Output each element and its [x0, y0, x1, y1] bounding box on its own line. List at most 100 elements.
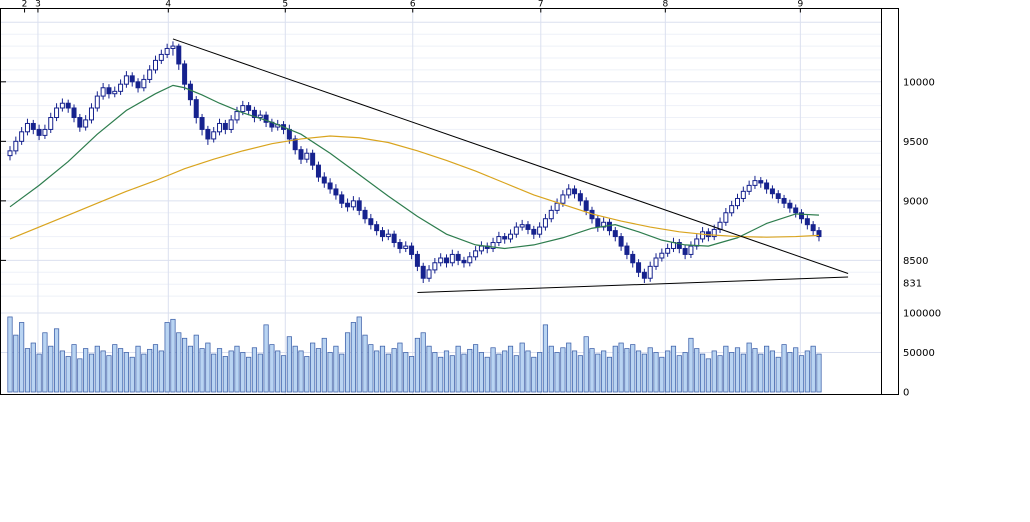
volume-bar [624, 348, 630, 393]
volume-bar [65, 356, 71, 393]
volume-bar [397, 342, 403, 393]
volume-bar [152, 344, 159, 393]
volume-bar [467, 348, 473, 393]
candle-up [257, 114, 263, 119]
candle-up [59, 102, 65, 109]
candle-down [420, 265, 426, 279]
candle-down [595, 218, 601, 228]
volume-bar [635, 350, 642, 393]
candle-up [659, 252, 665, 259]
candle-up [211, 131, 217, 140]
candle-up [350, 200, 356, 208]
volume-bar [688, 337, 694, 393]
candle-up [54, 107, 60, 119]
candle-up [554, 202, 560, 211]
volume-bar [24, 348, 31, 393]
moving-averages [9, 84, 820, 250]
candle-up [240, 105, 246, 113]
candle-down [187, 83, 193, 101]
candle-down [251, 109, 257, 119]
candle-down [368, 218, 374, 226]
candle-up [385, 233, 391, 238]
volume-bar [676, 355, 682, 393]
volume-bar [746, 342, 752, 393]
volume-bar [653, 352, 659, 393]
volume-bar [496, 353, 502, 393]
candle-down [787, 202, 793, 209]
volume-bar [170, 318, 176, 393]
axis-labels: 2 3 4 5 6 7 8 9 10000 9500 9000 8500 831 100000 50000 0 [22, 0, 942, 399]
volume-bar [304, 356, 310, 393]
volume-bar [141, 353, 147, 393]
volume-axis-label: 0 [903, 388, 909, 399]
volume-axis-label: 100000 [903, 309, 941, 320]
candle-down [414, 253, 420, 267]
volume-bar [292, 345, 298, 393]
candle-up [13, 140, 19, 152]
volume-bar [554, 352, 560, 393]
month-label: 6 [410, 0, 416, 10]
candle-up [234, 111, 240, 121]
volume-bar [100, 350, 106, 393]
volume-bar [350, 322, 356, 393]
candle-down [583, 200, 589, 211]
candle-down [36, 128, 42, 136]
candle-up [548, 209, 554, 220]
volume-bar [618, 342, 624, 393]
candle-down [531, 228, 537, 235]
volume-bar [577, 355, 583, 393]
candle-down [199, 117, 205, 130]
volume-bar [228, 350, 234, 393]
candle-up [83, 119, 89, 128]
volume-bar [193, 334, 199, 393]
candle-down [781, 197, 787, 204]
candle-up [665, 247, 671, 254]
volume-bar [682, 352, 688, 393]
candle-down [379, 230, 385, 238]
volume-bar [798, 355, 805, 393]
volume-bar [816, 353, 822, 393]
volume-bar [48, 345, 54, 393]
volume-bar [694, 348, 700, 393]
volume-bar [7, 316, 13, 393]
candle-up [740, 190, 746, 199]
volume-bar [275, 350, 281, 393]
volume-bar [13, 334, 19, 393]
volume-bar [758, 353, 764, 393]
volume-bars [7, 316, 822, 393]
volume-bar [426, 345, 432, 393]
candle-down [292, 138, 298, 151]
candle-up [542, 218, 548, 228]
candle-up [19, 131, 25, 142]
volume-bar [83, 348, 89, 393]
candle-up [141, 78, 147, 89]
volume-bar [176, 332, 182, 393]
candle-down [65, 102, 71, 109]
candle-up [519, 224, 525, 228]
candle-down [397, 242, 403, 249]
candle-down [612, 230, 618, 238]
volume-bar [717, 355, 723, 393]
candle-down [769, 188, 775, 195]
volume-bar [601, 350, 607, 393]
volume-bar [333, 345, 339, 393]
volume-bar [263, 324, 269, 393]
volume-bar [391, 348, 397, 393]
candle-down [77, 117, 83, 128]
candles [7, 41, 822, 283]
candle-up [164, 47, 170, 55]
candle-down [135, 81, 141, 89]
candle-up [560, 194, 566, 204]
volume-bar [775, 356, 781, 393]
ascending-support-line [417, 276, 849, 294]
volume-bar [88, 353, 95, 393]
volume-bar [257, 353, 263, 393]
price-axis-label: 8500 [903, 256, 928, 267]
volume-bar [700, 353, 706, 393]
volume-bar [129, 356, 135, 393]
candle-up [467, 256, 473, 264]
volume-bar [362, 334, 368, 393]
volume-bar [368, 344, 374, 393]
